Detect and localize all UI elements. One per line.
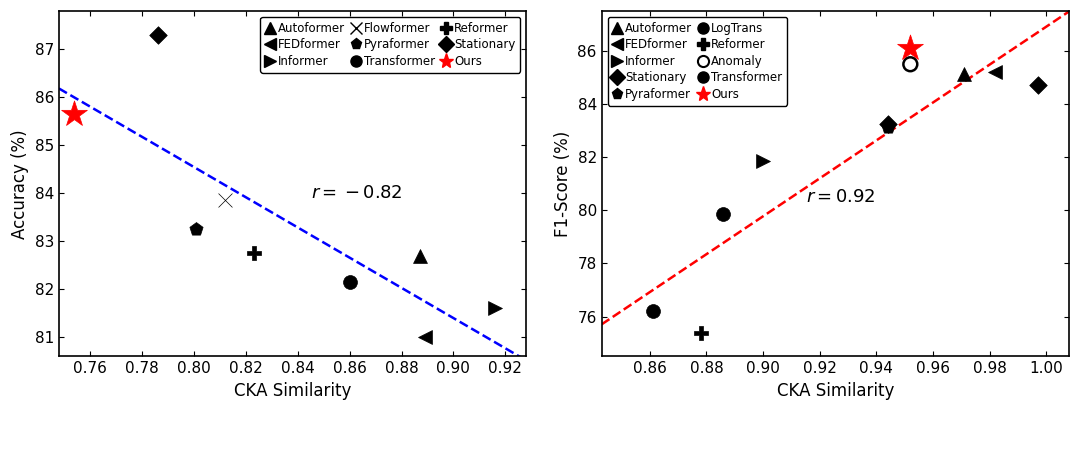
Point bbox=[66, 111, 83, 118]
X-axis label: CKA Similarity: CKA Similarity bbox=[777, 382, 894, 400]
Point bbox=[411, 252, 429, 260]
Legend: Autoformer, FEDformer, Informer, Flowformer, Pyraformer, Transformer, Reformer, : Autoformer, FEDformer, Informer, Flowfor… bbox=[260, 17, 521, 73]
Point bbox=[416, 334, 433, 341]
Point bbox=[956, 70, 973, 77]
Y-axis label: F1-Score (%): F1-Score (%) bbox=[554, 131, 572, 237]
Point bbox=[341, 278, 359, 286]
Text: $r = 0.92$: $r = 0.92$ bbox=[806, 188, 875, 206]
Point bbox=[149, 32, 166, 39]
Point bbox=[902, 61, 919, 68]
Point bbox=[188, 226, 205, 233]
Legend: Autoformer, FEDformer, Informer, Stationary, Pyraformer, LogTrans, Reformer, Ano: Autoformer, FEDformer, Informer, Station… bbox=[608, 17, 787, 106]
Point bbox=[644, 308, 661, 315]
Point bbox=[245, 250, 262, 257]
Point bbox=[486, 305, 503, 312]
Text: $r = -0.82$: $r = -0.82$ bbox=[311, 184, 402, 202]
Point bbox=[987, 69, 1004, 76]
Point bbox=[902, 45, 919, 52]
Point bbox=[755, 158, 772, 165]
Point bbox=[715, 211, 732, 218]
Point bbox=[1029, 82, 1047, 89]
Point bbox=[879, 120, 896, 128]
Y-axis label: Accuracy (%): Accuracy (%) bbox=[11, 129, 29, 239]
Point bbox=[216, 196, 233, 203]
X-axis label: CKA Similarity: CKA Similarity bbox=[233, 382, 351, 400]
Point bbox=[692, 329, 710, 336]
Point bbox=[879, 123, 896, 130]
